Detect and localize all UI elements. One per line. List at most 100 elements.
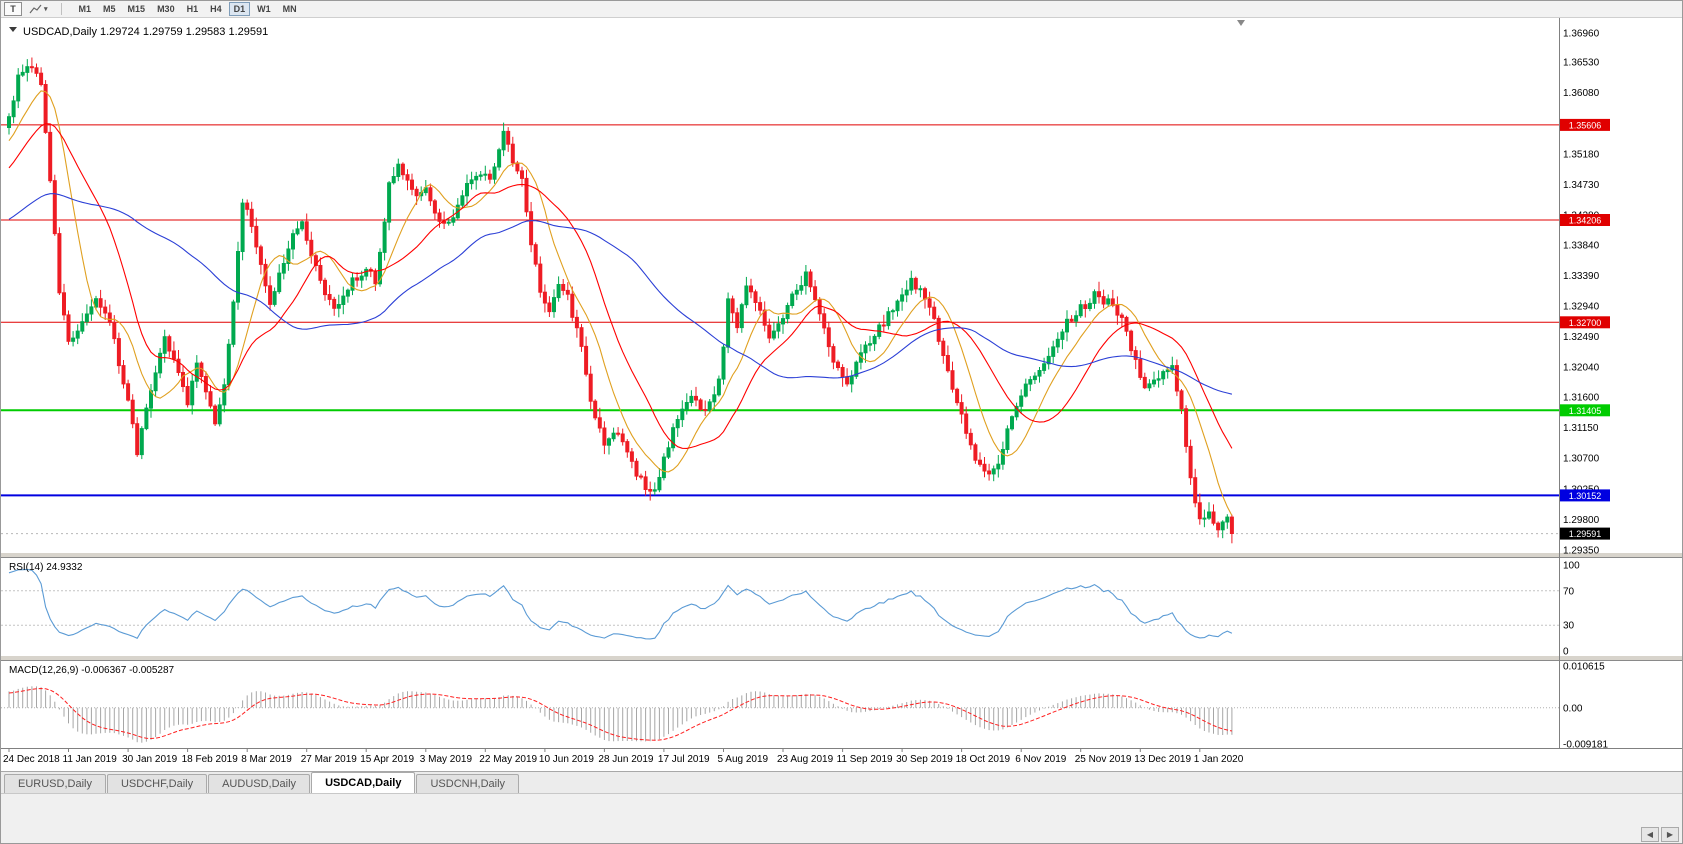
tab-usdchf-daily[interactable]: USDCHF,Daily [106,774,208,793]
svg-text:18 Oct 2019: 18 Oct 2019 [956,754,1011,765]
rsi-line [8,568,1233,640]
svg-text:30 Jan 2019: 30 Jan 2019 [122,754,177,765]
svg-text:17 Jul 2019: 17 Jul 2019 [658,754,710,765]
price-badge: 1.29591 [1560,527,1610,540]
svg-text:1.36530: 1.36530 [1563,58,1600,69]
svg-text:3 May 2019: 3 May 2019 [420,754,473,765]
tab-usdcnh-daily[interactable]: USDCNH,Daily [416,774,520,793]
macd-histogram [8,686,1233,743]
svg-text:28 Jun 2019: 28 Jun 2019 [598,754,653,765]
collapse-chart-icon[interactable] [9,27,17,32]
svg-text:1.29591: 1.29591 [1569,529,1602,539]
timeframe-m1-button[interactable]: M1 [74,2,97,16]
svg-text:100: 100 [1563,561,1580,572]
svg-text:1.30700: 1.30700 [1563,454,1600,465]
svg-text:1.33390: 1.33390 [1563,271,1600,282]
svg-text:1.33840: 1.33840 [1563,240,1600,251]
chart-window[interactable]: 1.369601.365301.360801.356301.351801.347… [1,18,1683,771]
drawing-tool-button[interactable]: ▾ [24,2,53,16]
svg-text:1.32040: 1.32040 [1563,363,1600,374]
svg-text:11 Sep 2019: 11 Sep 2019 [837,754,893,765]
timeframe-w1-button[interactable]: W1 [252,2,276,16]
chart-title: USDCAD,Daily 1.29724 1.29759 1.29583 1.2… [23,26,268,38]
svg-text:0.00: 0.00 [1563,703,1583,714]
ma-55-line [8,193,1233,395]
svg-text:1.29800: 1.29800 [1563,515,1600,526]
rsi-scale[interactable]: 100 70 30 0 [1563,561,1580,658]
rsi-label: RSI(14) 24.9332 [9,562,83,573]
macd-signal-line [8,687,1233,741]
svg-text:11 Jan 2019: 11 Jan 2019 [63,754,118,765]
svg-text:10 Jun 2019: 10 Jun 2019 [539,754,594,765]
svg-text:1.34730: 1.34730 [1563,180,1600,191]
timeframe-m30-button[interactable]: M30 [152,2,180,16]
svg-text:1.32700: 1.32700 [1569,318,1602,328]
svg-text:70: 70 [1563,586,1575,597]
ma-10-line [8,90,1233,516]
tab-audusd-daily[interactable]: AUDUSD,Daily [208,774,311,793]
tab-eurusd-daily[interactable]: EURUSD,Daily [4,774,106,793]
scroll-left-button[interactable]: ◀ [1641,827,1659,842]
price-badge: 1.34206 [1560,214,1610,226]
panel-separator[interactable] [1,552,1683,558]
svg-text:1.35606: 1.35606 [1569,120,1602,130]
svg-text:1.30152: 1.30152 [1569,491,1602,501]
svg-text:22 May 2019: 22 May 2019 [479,754,537,765]
macd-label: MACD(12,26,9) -0.006367 -0.005287 [9,665,175,676]
svg-text:1.36960: 1.36960 [1563,28,1600,39]
candles-bear [29,57,1234,544]
price-scale[interactable]: 1.369601.365301.360801.356301.351801.347… [1563,28,1600,556]
timeframe-h1-button[interactable]: H1 [182,2,204,16]
tab-scroll-buttons: ◀ ▶ [1641,827,1679,842]
svg-text:-0.009181: -0.009181 [1563,740,1608,751]
toolbar-separator [60,3,62,15]
price-badge: 1.30152 [1560,489,1610,502]
macd-scale[interactable]: 0.010615 0.00 -0.009181 [1563,662,1608,751]
price-badge: 1.32700 [1560,316,1610,329]
top-toolbar: T ▾ M1 M5 M15 M30 H1 H4 D1 W1 MN [1,1,1682,18]
svg-text:6 Nov 2019: 6 Nov 2019 [1015,754,1067,765]
svg-text:1.32490: 1.32490 [1563,332,1600,343]
svg-text:8 Mar 2019: 8 Mar 2019 [241,754,292,765]
svg-text:0.010615: 0.010615 [1563,662,1605,673]
chart-tabs-bar: EURUSD,Daily USDCHF,Daily AUDUSD,Daily U… [1,771,1682,793]
text-tool-button[interactable]: T [4,2,22,16]
timeframe-mn-button[interactable]: MN [278,2,302,16]
svg-text:1.34206: 1.34206 [1569,216,1602,226]
timeframe-h4-button[interactable]: H4 [205,2,227,16]
trendline-icon [29,4,42,13]
svg-text:1.36080: 1.36080 [1563,88,1600,99]
svg-text:24 Dec 2018: 24 Dec 2018 [3,754,60,765]
svg-text:1.29350: 1.29350 [1563,545,1600,556]
svg-text:1.32940: 1.32940 [1563,302,1600,313]
svg-text:15 Apr 2019: 15 Apr 2019 [360,754,414,765]
panel-separator[interactable] [1,655,1683,661]
svg-text:5 Aug 2019: 5 Aug 2019 [718,754,769,765]
chart-shift-marker[interactable] [1237,20,1245,26]
svg-text:13 Dec 2019: 13 Dec 2019 [1134,754,1191,765]
svg-text:30 Sep 2019: 30 Sep 2019 [896,754,953,765]
svg-text:25 Nov 2019: 25 Nov 2019 [1075,754,1132,765]
timeframe-m5-button[interactable]: M5 [98,2,121,16]
svg-text:30: 30 [1563,621,1575,632]
scroll-right-button[interactable]: ▶ [1661,827,1679,842]
svg-text:0: 0 [1563,647,1569,658]
timeframe-m15-button[interactable]: M15 [123,2,151,16]
dropdown-caret-icon: ▾ [44,5,48,13]
ma-21-line [8,123,1233,449]
svg-text:1.31150: 1.31150 [1563,423,1599,434]
svg-text:18 Feb 2019: 18 Feb 2019 [182,754,239,765]
price-badge: 1.31405 [1560,404,1610,417]
bottom-status-strip: ◀ ▶ [1,793,1682,843]
timeframe-d1-button[interactable]: D1 [228,2,251,16]
horizontal-lines-layer[interactable] [1,124,1559,497]
svg-text:23 Aug 2019: 23 Aug 2019 [777,754,834,765]
svg-text:27 Mar 2019: 27 Mar 2019 [301,754,358,765]
chart-canvas[interactable]: 1.369601.365301.360801.356301.351801.347… [1,18,1683,771]
svg-text:1 Jan 2020: 1 Jan 2020 [1194,754,1244,765]
tab-usdcad-daily[interactable]: USDCAD,Daily [311,772,416,793]
time-axis[interactable]: 24 Dec 2018 11 Jan 2019 30 Jan 2019 18 Feb … [3,748,1244,765]
svg-text:1.31405: 1.31405 [1569,406,1602,416]
price-badge: 1.35606 [1560,118,1610,131]
